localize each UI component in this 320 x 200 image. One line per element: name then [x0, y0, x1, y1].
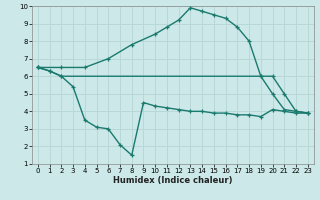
X-axis label: Humidex (Indice chaleur): Humidex (Indice chaleur) — [113, 176, 233, 185]
